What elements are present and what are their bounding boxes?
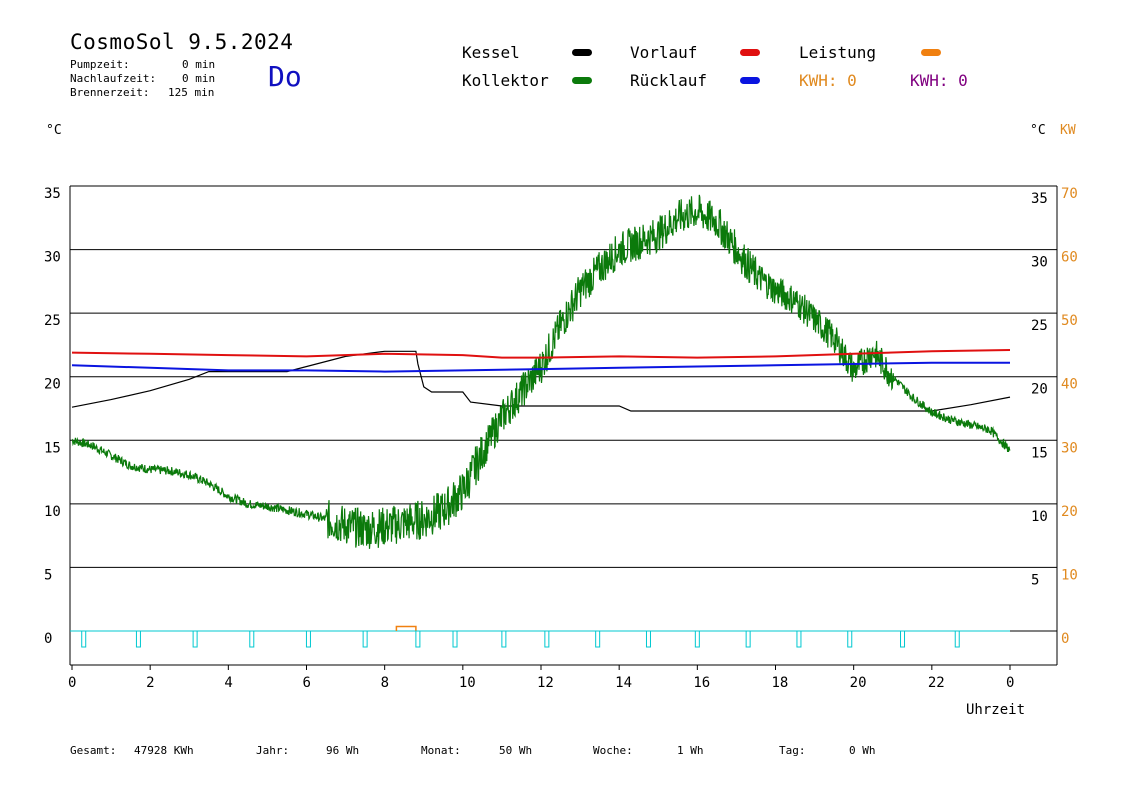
- page-title: CosmoSol 9.5.2024: [70, 30, 294, 54]
- pump-pulse-mark: [362, 630, 368, 648]
- x-tick-label: 0: [1006, 675, 1014, 691]
- legend-kwh-purple: KWH: 0: [910, 71, 968, 90]
- legend-kollektor-swatch: [572, 77, 592, 84]
- legend-ruecklauf-label: Rücklauf: [630, 71, 708, 90]
- x-tick-label: 4: [224, 675, 232, 691]
- legend-vorlauf-label: Vorlauf: [630, 43, 698, 62]
- y-left-tick-label: 5: [44, 567, 52, 583]
- legend-leistung-label: Leistung: [799, 43, 877, 62]
- pump-pulse-mark: [305, 630, 311, 648]
- footer-jahr-label: Jahr:: [256, 744, 290, 757]
- legend-kwh-orange: KWH: 0: [799, 71, 857, 90]
- series-line-kollektor: [71, 194, 1011, 549]
- x-axis-label: Uhrzeit: [966, 702, 1026, 718]
- y-right-kw-tick-label: 0: [1061, 631, 1069, 647]
- legend-vorlauf-swatch: [740, 49, 760, 56]
- x-tick-label: 2: [146, 675, 154, 691]
- stat-brennerzeit-value: 125 min: [168, 86, 215, 99]
- x-tick-label: 22: [928, 675, 945, 691]
- stat-brennerzeit-label: Brennerzeit:: [70, 86, 150, 99]
- y-left-tick-label: 35: [44, 186, 61, 202]
- legend-ruecklauf-swatch: [740, 77, 760, 84]
- y-left-tick-label: 20: [44, 377, 61, 393]
- pump-pulse-mark: [796, 630, 802, 648]
- stat-pumpzeit-value: 0 min: [182, 58, 216, 71]
- x-tick-label: 10: [459, 675, 476, 691]
- footer-monat-label: Monat:: [421, 744, 461, 757]
- legend-kollektor-label: Kollektor: [462, 71, 549, 90]
- y-right-c-tick-label: 30: [1031, 255, 1048, 271]
- x-tick-label: 6: [303, 675, 311, 691]
- day-of-week: Do: [268, 60, 302, 93]
- x-tick-label: 12: [537, 675, 554, 691]
- y-right-kw-tick-label: 50: [1061, 313, 1078, 329]
- series-line-kessel: [71, 350, 1011, 412]
- pump-pulse-mark: [847, 630, 853, 648]
- pump-pulse-mark: [192, 630, 198, 648]
- y-right-kw-tick-label: 30: [1061, 440, 1078, 456]
- pump-pulse-mark: [544, 630, 550, 648]
- y-right-kw-tick-label: 70: [1061, 186, 1078, 202]
- footer-gesamt-label: Gesamt:: [70, 744, 117, 757]
- pump-pulse-mark: [415, 630, 421, 648]
- legend-leistung-swatch: [921, 49, 941, 56]
- x-tick-label: 8: [381, 675, 389, 691]
- pump-pulse-mark: [81, 630, 87, 648]
- series-line-leistung: [395, 625, 417, 631]
- legend-kessel-label: Kessel: [462, 43, 520, 62]
- y-right-c-tick-label: 20: [1031, 382, 1048, 398]
- y-left-tick-label: 15: [44, 440, 61, 456]
- y-left-tick-label: 0: [44, 631, 52, 647]
- stat-nachlaufzeit-label: Nachlaufzeit:: [70, 72, 157, 85]
- footer-monat-value: 50 Wh: [499, 744, 533, 757]
- series-line-ruecklauf: [71, 361, 1010, 373]
- y-right-c-tick-label: 10: [1031, 509, 1048, 525]
- pump-pulse-mark: [135, 630, 141, 648]
- y-right-kw-tick-label: 10: [1061, 567, 1078, 583]
- y-left-tick-label: 30: [44, 250, 61, 266]
- y-right-c-tick-label: 15: [1031, 445, 1048, 461]
- footer-tag-label: Tag:: [779, 744, 806, 757]
- footer-jahr-value: 96 Wh: [326, 744, 360, 757]
- pump-pulse-mark: [954, 630, 960, 648]
- series-line-vorlauf: [71, 349, 1011, 359]
- x-tick-label: 18: [772, 675, 789, 691]
- right-axis-unit-kw: KW: [1060, 123, 1076, 138]
- pump-pulse-mark: [645, 630, 651, 648]
- pump-pulse-mark: [249, 630, 255, 648]
- footer-gesamt-value: 47928 KWh: [134, 744, 194, 757]
- footer-woche-label: Woche:: [593, 744, 633, 757]
- x-tick-label: 0: [68, 675, 76, 691]
- y-right-kw-tick-label: 20: [1061, 504, 1078, 520]
- stat-pumpzeit-label: Pumpzeit:: [70, 58, 130, 71]
- x-tick-label: 16: [693, 675, 710, 691]
- y-left-tick-label: 25: [44, 313, 61, 329]
- right-axis-unit-celsius: °C: [1030, 123, 1046, 138]
- y-left-tick-label: 10: [44, 504, 61, 520]
- y-right-c-tick-label: 35: [1031, 191, 1048, 207]
- y-right-kw-tick-label: 40: [1061, 377, 1078, 393]
- legend-kessel-swatch: [572, 49, 592, 56]
- stat-nachlaufzeit-value: 0 min: [182, 72, 216, 85]
- footer-woche-value: 1 Wh: [677, 744, 704, 757]
- pump-pulse-mark: [900, 630, 906, 648]
- y-right-c-tick-label: 25: [1031, 318, 1048, 334]
- pump-pulse-mark: [501, 630, 507, 648]
- pump-pulse-mark: [595, 630, 601, 648]
- y-right-c-tick-label: 5: [1031, 572, 1039, 588]
- y-right-kw-tick-label: 60: [1061, 250, 1078, 266]
- pump-pulse-mark: [452, 630, 458, 648]
- pump-pulse-mark: [745, 630, 751, 648]
- x-tick-label: 20: [850, 675, 867, 691]
- pump-pulse-mark: [694, 630, 700, 648]
- x-tick-label: 14: [615, 675, 632, 691]
- footer-tag-value: 0 Wh: [849, 744, 876, 757]
- left-axis-unit: °C: [46, 123, 62, 138]
